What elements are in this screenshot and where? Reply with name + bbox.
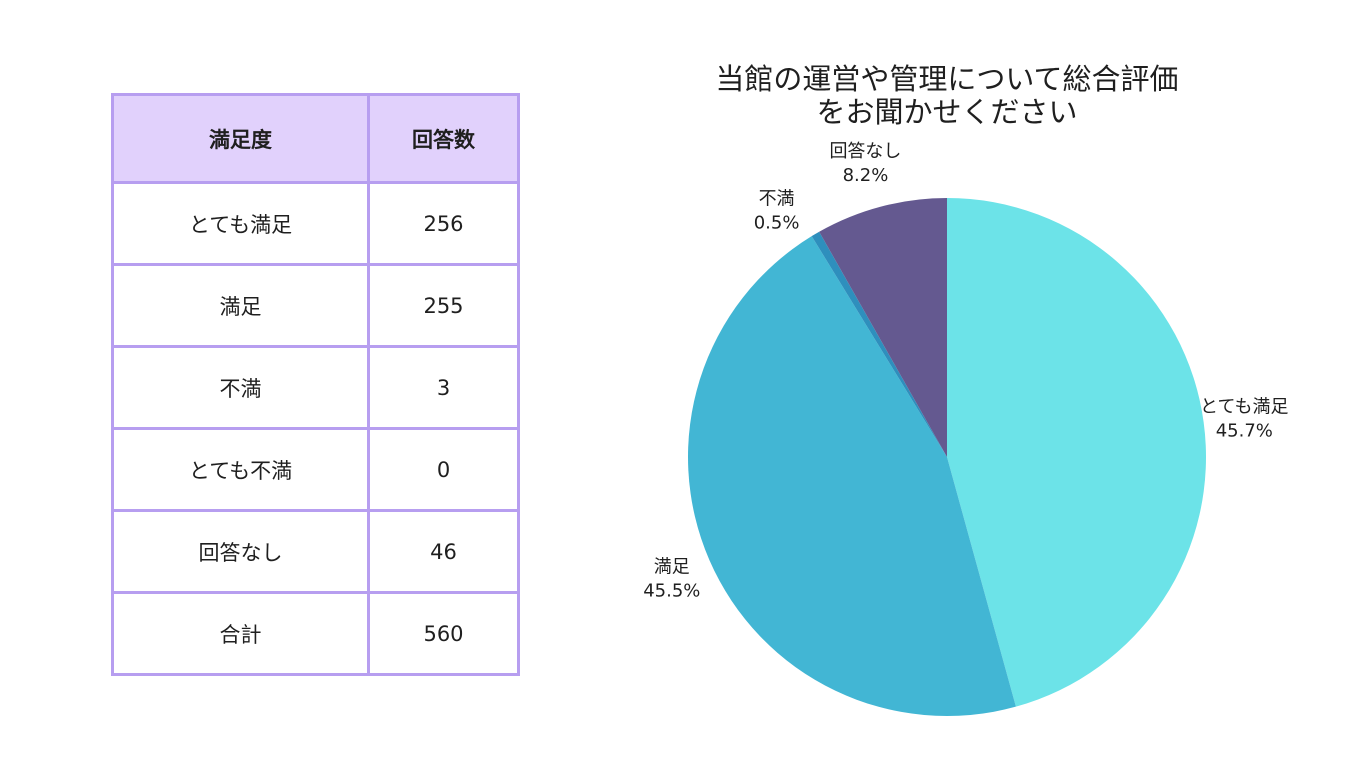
chart-title-line-1: 当館の運営や管理について総合評価 (715, 62, 1178, 96)
slice-label-category-1: 満足 (654, 556, 690, 577)
chart-title-line-2: をお聞かせください (816, 95, 1077, 129)
slice-label-percent-2: 0.5% (754, 213, 800, 234)
pie-labels: とても満足 45.7% 満足 45.5% 不満 0.5% 回答なし 8.2% (643, 141, 1288, 602)
satisfaction-table-container: 満足度 回答数 とても満足 256 満足 255 不満 3 とても不満 0 回答 (111, 93, 520, 676)
satisfaction-table: 満足度 回答数 とても満足 256 満足 255 不満 3 とても不満 0 回答 (111, 93, 520, 676)
row-count: 256 (367, 181, 520, 266)
slice-label-category-0: とても満足 (1200, 397, 1289, 418)
table-header-row: 満足度 回答数 (111, 93, 520, 184)
row-label: 満足 (111, 263, 370, 348)
row-label: 回答なし (111, 509, 370, 594)
table-row: とても満足 256 (111, 181, 520, 266)
slice-label-percent-3: 8.2% (843, 165, 889, 186)
row-count: 3 (367, 345, 520, 430)
pie-chart-container: 当館の運営や管理について総合評価 をお聞かせください とても満足 45.7% 満足 4… (560, 50, 1340, 760)
row-count: 255 (367, 263, 520, 348)
table-row: 回答なし 46 (111, 509, 520, 594)
slice-label-percent-0: 45.7% (1216, 421, 1273, 442)
pie-slice-1 (688, 236, 1016, 716)
table-row: 合計 560 (111, 591, 520, 676)
pie-slice-2 (811, 231, 947, 457)
table-row: 不満 3 (111, 345, 520, 430)
slice-label-category-3: 回答なし (829, 141, 901, 162)
row-count: 560 (367, 591, 520, 676)
row-label: 不満 (111, 345, 370, 430)
pie-slice-3 (819, 198, 947, 457)
row-label: 合計 (111, 591, 370, 676)
slice-label-percent-1: 45.5% (643, 580, 700, 601)
row-label: とても不満 (111, 427, 370, 512)
row-label: とても満足 (111, 181, 370, 266)
row-count: 46 (367, 509, 520, 594)
pie-chart: 当館の運営や管理について総合評価 をお聞かせください とても満足 45.7% 満足 4… (643, 62, 1289, 716)
table-row: 満足 255 (111, 263, 520, 348)
row-count: 0 (367, 427, 520, 512)
header-response-count: 回答数 (367, 93, 520, 184)
slice-label-category-2: 不満 (759, 189, 795, 210)
header-satisfaction: 満足度 (111, 93, 370, 184)
pie-slice-0 (947, 198, 1206, 707)
table-row: とても不満 0 (111, 427, 520, 512)
pie-slices (688, 198, 1206, 716)
